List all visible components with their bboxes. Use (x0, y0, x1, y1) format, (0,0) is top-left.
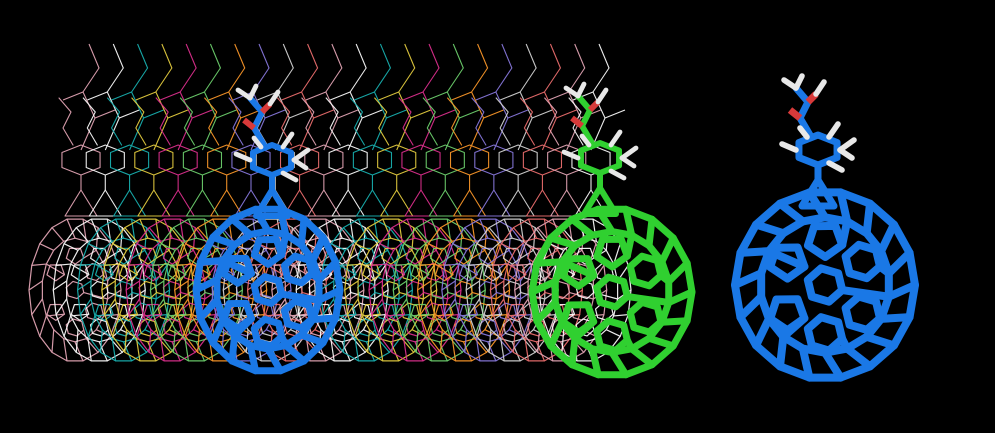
stack-side-chain (82, 97, 125, 217)
stack-side-chain (131, 97, 174, 217)
stack-tail (524, 43, 577, 151)
stack-tail (111, 43, 164, 151)
blue-fullerene-isolated (731, 188, 919, 382)
hydrogen-atoms (779, 73, 857, 173)
stack-side-chain (325, 97, 368, 217)
stack-tail (475, 43, 529, 151)
stack-tail (159, 43, 213, 151)
stack-side-chain (447, 97, 490, 217)
stack-tail (87, 43, 140, 151)
blue-side-chain-stacked (247, 95, 295, 219)
stack-side-chain (58, 97, 101, 217)
stack-side-chain (374, 97, 417, 217)
stack-cage (392, 218, 486, 362)
stack-tail (329, 43, 383, 151)
blue-side-chain-isolated (792, 84, 841, 210)
stack-tail (402, 43, 456, 151)
stack-cage (76, 218, 171, 362)
conformer-layer (76, 43, 171, 362)
stack-tail (208, 43, 261, 151)
green-fullerene (528, 205, 696, 379)
stack-side-chain (495, 97, 538, 217)
stack-side-chain (155, 97, 198, 217)
stack-tail (378, 43, 431, 151)
hydrogen-atoms (561, 81, 639, 181)
stack-tail (62, 43, 116, 151)
stack-side-chain (422, 97, 465, 217)
stack-tail (281, 43, 334, 151)
stack-side-chain (204, 97, 247, 217)
stack-tail (354, 43, 407, 151)
stack-side-chain (349, 97, 393, 217)
stack-side-chain (519, 97, 563, 217)
stack-side-chain (398, 97, 441, 217)
stack-tail (451, 43, 504, 151)
stack-tail (427, 43, 480, 151)
stack-tail (572, 43, 626, 151)
blue-fullerene-stacked (192, 205, 344, 375)
stack-tail (184, 43, 237, 151)
stack-tail (305, 43, 359, 151)
stack-side-chain (107, 97, 150, 217)
conformer-layer (28, 43, 122, 362)
green-side-chain (575, 93, 623, 217)
stack-side-chain (228, 97, 271, 217)
stack-side-chain (544, 97, 587, 217)
stack-tail (499, 43, 553, 151)
stack-side-chain (179, 97, 223, 217)
conformer-layer (392, 43, 486, 362)
hydrogen-atoms (233, 83, 311, 183)
stack-side-chain (471, 97, 514, 217)
stack-tail (135, 43, 189, 151)
